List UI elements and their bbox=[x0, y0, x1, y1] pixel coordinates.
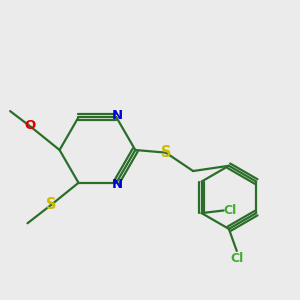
Text: O: O bbox=[25, 119, 36, 132]
Text: N: N bbox=[112, 178, 123, 191]
Text: Cl: Cl bbox=[223, 204, 237, 217]
Text: S: S bbox=[46, 197, 56, 212]
Text: Cl: Cl bbox=[230, 252, 243, 265]
Text: S: S bbox=[160, 145, 171, 160]
Text: N: N bbox=[112, 109, 123, 122]
